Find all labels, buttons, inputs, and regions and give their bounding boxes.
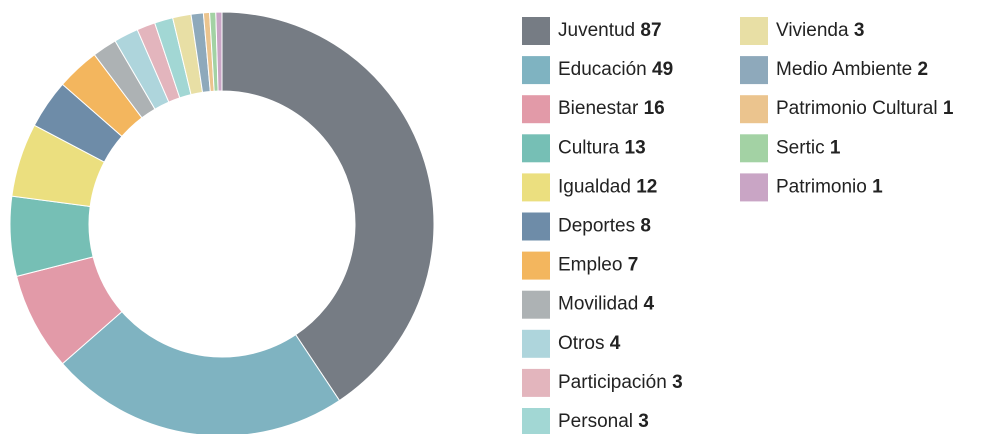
- legend-swatch: [522, 17, 550, 45]
- legend-label: Bienestar 16: [558, 98, 665, 119]
- legend-value: 3: [854, 20, 865, 41]
- legend-value: 12: [636, 176, 657, 197]
- legend-name: Sertic: [776, 137, 825, 158]
- legend-name: Igualdad: [558, 176, 631, 197]
- legend-swatch: [522, 56, 550, 85]
- legend-label: Igualdad 12: [558, 176, 657, 197]
- legend-label: Personal 3: [558, 411, 649, 432]
- legend-swatch: [522, 251, 550, 280]
- legend-name: Medio Ambiente: [776, 59, 912, 80]
- legend-name: Otros: [558, 333, 604, 354]
- legend-value: 13: [625, 137, 646, 158]
- legend-swatch: [740, 95, 768, 124]
- legend-name: Personal: [558, 411, 633, 432]
- legend-value: 4: [610, 333, 621, 354]
- legend-value: 1: [830, 137, 841, 158]
- slice: [61, 310, 341, 434]
- legend-label: Empleo 7: [558, 255, 638, 276]
- legend-swatch: [522, 329, 550, 358]
- legend-value: 8: [640, 216, 651, 237]
- legend-label: Sertic 1: [776, 137, 841, 158]
- legend-swatch: [740, 173, 768, 202]
- slice: [215, 11, 223, 92]
- slice: [221, 11, 435, 402]
- legend-name: Patrimonio: [776, 176, 867, 197]
- legend-label: Medio Ambiente 2: [776, 59, 928, 80]
- legend-name: Movilidad: [558, 294, 638, 315]
- legend-name: Cultura: [558, 137, 620, 158]
- legend-label: Deportes 8: [558, 216, 651, 237]
- legend-label: Patrimonio Cultural 1: [776, 98, 954, 119]
- legend-swatch: [740, 134, 768, 163]
- legend-value: 4: [644, 294, 655, 315]
- legend-label: Participación 3: [558, 372, 683, 393]
- legend-label: Movilidad 4: [558, 294, 655, 315]
- legend-swatch: [522, 368, 550, 397]
- legend-name: Empleo: [558, 255, 622, 276]
- legend-name: Participación: [558, 372, 667, 393]
- legend-name: Deportes: [558, 216, 635, 237]
- legend-name: Vivienda: [776, 20, 849, 41]
- legend-value: 3: [638, 411, 649, 432]
- legend-label: Cultura 13: [558, 137, 646, 158]
- legend-label: Educación 49: [558, 59, 673, 80]
- legend-name: Educación: [558, 59, 647, 80]
- legend-swatch: [522, 173, 550, 202]
- legend-value: 49: [652, 59, 673, 80]
- legend-name: Bienestar: [558, 98, 639, 119]
- legend-value: 16: [644, 98, 665, 119]
- legend-swatch: [522, 212, 550, 241]
- legend-swatch: [522, 290, 550, 319]
- legend-name: Juventud: [558, 20, 635, 41]
- legend-swatch: [522, 95, 550, 124]
- legend-label: Patrimonio 1: [776, 176, 883, 197]
- legend-value: 1: [872, 176, 883, 197]
- legend-label: Otros 4: [558, 333, 621, 354]
- legend-value: 2: [918, 59, 929, 80]
- legend-swatch: [740, 56, 768, 85]
- legend-swatch: [522, 408, 550, 434]
- legend-name: Patrimonio Cultural: [776, 98, 938, 119]
- legend-value: 7: [628, 255, 639, 276]
- legend-label: Vivienda 3: [776, 20, 864, 41]
- legend-value: 1: [943, 98, 954, 119]
- legend-swatch: [740, 17, 768, 45]
- legend-swatch: [522, 134, 550, 163]
- legend-label: Juventud 87: [558, 20, 662, 41]
- legend-value: 3: [672, 372, 683, 393]
- legend-value: 87: [640, 20, 661, 41]
